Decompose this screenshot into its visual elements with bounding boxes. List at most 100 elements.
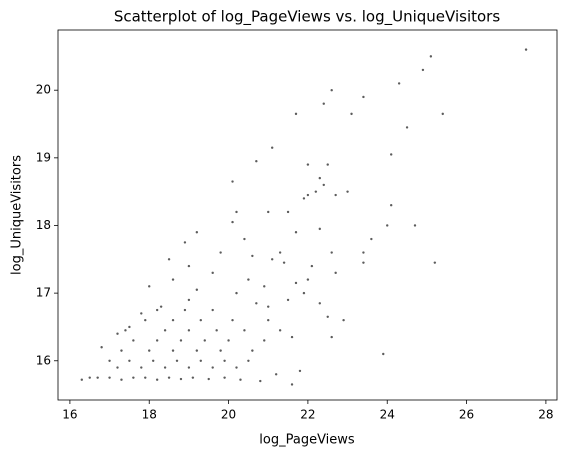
point	[80, 378, 83, 381]
point	[263, 285, 266, 288]
point	[128, 359, 131, 362]
point	[207, 377, 210, 381]
point	[322, 183, 325, 187]
point	[191, 376, 195, 379]
point	[286, 298, 290, 302]
point	[155, 339, 159, 342]
point	[167, 258, 171, 261]
x-tick-label: 20	[221, 408, 236, 422]
point	[231, 220, 234, 224]
point	[223, 359, 226, 362]
point	[100, 346, 103, 349]
point	[195, 288, 199, 291]
point	[350, 112, 353, 116]
point	[251, 349, 254, 352]
point	[263, 339, 266, 342]
point	[116, 332, 119, 335]
point	[231, 180, 234, 183]
point	[247, 359, 250, 362]
point	[199, 359, 202, 362]
y-tick-label: 18	[36, 218, 51, 232]
point	[318, 176, 321, 180]
point	[171, 278, 175, 281]
point	[120, 378, 123, 381]
point	[270, 146, 274, 149]
plot-frame	[57, 29, 558, 401]
point	[330, 251, 333, 254]
point	[148, 285, 151, 288]
point	[243, 329, 246, 332]
point	[286, 210, 290, 214]
point	[362, 251, 365, 254]
point	[524, 48, 528, 51]
x-tick-label: 28	[538, 408, 553, 422]
point	[302, 197, 306, 200]
point	[270, 258, 274, 261]
point	[223, 376, 226, 379]
point	[155, 308, 159, 312]
point	[298, 369, 302, 373]
point	[397, 82, 401, 85]
point	[187, 366, 191, 369]
point	[219, 251, 222, 254]
point	[310, 264, 314, 268]
y-tick-label: 20	[36, 83, 51, 97]
point	[243, 237, 246, 241]
point	[267, 210, 270, 214]
y-tick-label: 19	[36, 150, 51, 164]
point	[163, 329, 167, 332]
point	[306, 163, 310, 166]
point	[421, 68, 425, 72]
point	[290, 383, 294, 386]
y-axis-label: log_UniqueVisitors	[10, 155, 25, 275]
point	[211, 366, 214, 369]
point	[314, 190, 318, 193]
point	[235, 291, 238, 295]
point	[171, 318, 175, 322]
point	[167, 376, 171, 379]
point	[144, 376, 147, 379]
point	[405, 126, 409, 129]
point	[175, 359, 179, 362]
point	[203, 339, 206, 342]
point	[318, 302, 321, 305]
point	[183, 308, 187, 312]
point	[274, 373, 278, 376]
point	[294, 281, 298, 285]
point	[235, 366, 238, 369]
x-tick-label: 26	[459, 408, 474, 422]
point	[215, 329, 218, 332]
y-tick-label: 16	[36, 353, 51, 367]
point	[183, 241, 187, 244]
point	[330, 335, 333, 339]
point	[120, 349, 123, 352]
point	[326, 163, 329, 166]
point	[211, 308, 214, 312]
point	[163, 366, 167, 369]
point	[219, 349, 222, 352]
point	[159, 305, 163, 308]
point	[239, 378, 242, 381]
point	[155, 378, 159, 381]
point	[235, 210, 238, 214]
x-tick-label: 16	[62, 408, 77, 422]
point	[306, 278, 310, 281]
point	[187, 329, 191, 332]
point	[140, 312, 143, 315]
point	[151, 359, 155, 362]
point	[144, 318, 147, 322]
x-tick-label: 18	[142, 408, 157, 422]
point	[132, 339, 135, 342]
y-tick-label: 17	[36, 286, 51, 300]
point	[326, 315, 329, 319]
point	[290, 335, 294, 339]
x-tick-label: 22	[300, 408, 315, 422]
point	[346, 190, 349, 193]
point	[433, 261, 437, 264]
x-tick-label: 24	[380, 408, 395, 422]
point	[389, 153, 393, 156]
point	[187, 264, 191, 268]
point	[362, 261, 365, 264]
point	[88, 376, 91, 379]
